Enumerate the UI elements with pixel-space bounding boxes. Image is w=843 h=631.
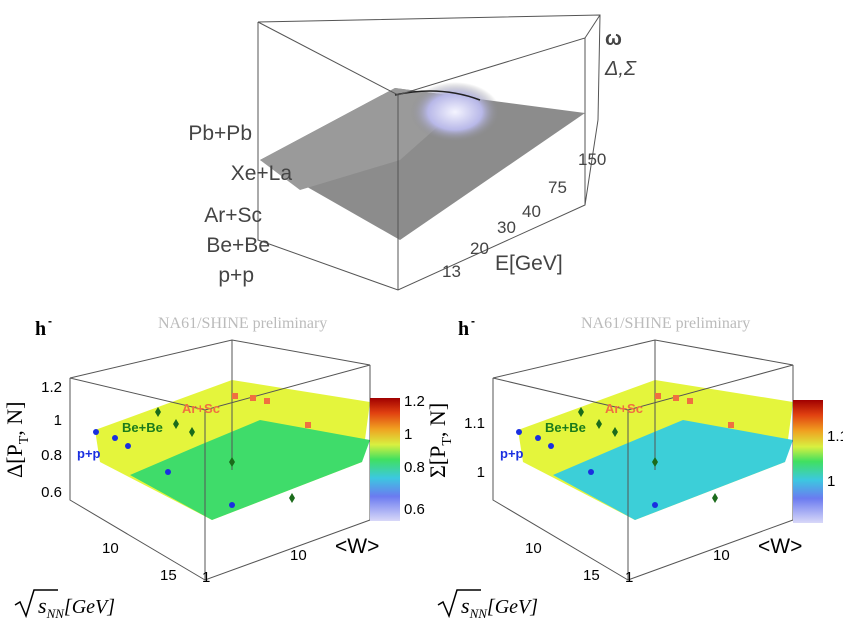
s-label: sNN[GeV] [38, 593, 115, 621]
system-label: Be+Be [122, 420, 163, 435]
system-label: Pb+Pb [188, 122, 252, 145]
colorbar-tick: 1.1 [827, 428, 843, 445]
system-label: p+p [500, 446, 524, 461]
panel: h- NA61/SHINE preliminary Ar+Sc Be+Be p+p 1.1… [425, 314, 843, 621]
arsc-point [728, 422, 734, 428]
watermark: NA61/SHINE preliminary [158, 315, 327, 332]
y-tick: 0.8 [41, 447, 62, 464]
arsc-point [264, 398, 270, 404]
pp-point [588, 469, 594, 475]
be-point [289, 493, 295, 503]
energy-label: E[GeV] [495, 252, 563, 275]
system-label: p+p [218, 264, 254, 287]
system-label: Ar+Sc [605, 401, 643, 416]
y-tick: 1.2 [41, 379, 62, 396]
y-tick: 1.1 [464, 415, 485, 432]
w-tick: 10 [713, 547, 730, 564]
particle: h [458, 318, 469, 340]
arsc-point [305, 422, 311, 428]
energy-tick: 20 [470, 239, 489, 258]
panel: h- NA61/SHINE preliminary Ar+Sc Be+Be p+p 1.2… [2, 314, 425, 621]
particle: h [35, 318, 46, 340]
colorbar [793, 400, 823, 523]
s-label-part: NN [469, 606, 489, 621]
y-label-part: Σ[P [425, 446, 450, 478]
energy-tick: 40 [522, 202, 541, 221]
colorbar-tick: 1 [404, 426, 412, 443]
arsc-point [250, 395, 256, 401]
system-label: p+p [77, 446, 101, 461]
w-tick: 1 [202, 569, 210, 586]
pp-point [93, 429, 99, 435]
z-label: ω [605, 28, 622, 50]
pp-point [229, 502, 235, 508]
figure: ω Δ,Σ Pb+Pb Xe+La Ar+Sc Be+Be p+p 150 75 40 30 2… [0, 0, 843, 626]
energy-tick: 30 [497, 218, 516, 237]
arsc-point [687, 398, 693, 404]
y-tick: 0.6 [41, 484, 62, 501]
charge: - [471, 314, 475, 328]
be-point [712, 493, 718, 503]
energy-tick: 13 [442, 262, 461, 281]
w-tick: 1 [625, 569, 633, 586]
system-label: Be+Be [545, 420, 586, 435]
pp-point [165, 469, 171, 475]
w-label: <W> [758, 535, 802, 558]
pp-point [125, 443, 131, 449]
top-panel: ω Δ,Σ Pb+Pb Xe+La Ar+Sc Be+Be p+p 150 75 40 30 2… [188, 15, 637, 290]
y-label: Σ[PT, N] [425, 403, 455, 478]
s-label-part: NN [46, 606, 66, 621]
arsc-point [673, 395, 679, 401]
energy-tick: 75 [548, 178, 567, 197]
pp-point [516, 429, 522, 435]
colorbar-tick: 0.6 [404, 501, 425, 518]
y-label-part: , N] [2, 402, 27, 436]
s-tick: 15 [583, 567, 600, 584]
w-tick: 10 [290, 547, 307, 564]
pp-point [112, 435, 118, 441]
colorbar-tick: 1 [827, 473, 835, 490]
s-label-part: [GeV] [64, 596, 115, 618]
arsc-point [232, 393, 238, 399]
colorbar [370, 398, 400, 521]
s-tick: 10 [525, 540, 542, 557]
pp-point [652, 502, 658, 508]
system-label: Be+Be [206, 234, 270, 257]
z-label: Δ,Σ [604, 58, 637, 80]
s-label: sNN[GeV] [461, 593, 538, 621]
s-label-part: [GeV] [487, 596, 538, 618]
s-tick: 10 [102, 540, 119, 557]
pp-point [548, 443, 554, 449]
system-label: Ar+Sc [204, 204, 262, 227]
arsc-point [655, 393, 661, 399]
watermark: NA61/SHINE preliminary [581, 315, 750, 332]
colorbar-tick: 1.2 [404, 393, 425, 410]
colorbar-tick: 0.8 [404, 459, 425, 476]
y-tick: 1 [54, 412, 62, 429]
s-tick: 15 [160, 567, 177, 584]
y-tick: 1 [477, 464, 485, 481]
system-label: Xe+La [231, 162, 293, 185]
charge: - [48, 314, 52, 328]
pp-point [535, 435, 541, 441]
w-label: <W> [335, 535, 379, 558]
s-label-part: s [38, 593, 47, 618]
y-label-part: , N] [425, 403, 450, 437]
system-label: Ar+Sc [182, 401, 220, 416]
energy-tick: 150 [578, 150, 606, 169]
y-label-part: Δ[P [2, 444, 27, 478]
y-label: Δ[PT, N] [2, 402, 32, 479]
s-label-part: s [461, 593, 470, 618]
